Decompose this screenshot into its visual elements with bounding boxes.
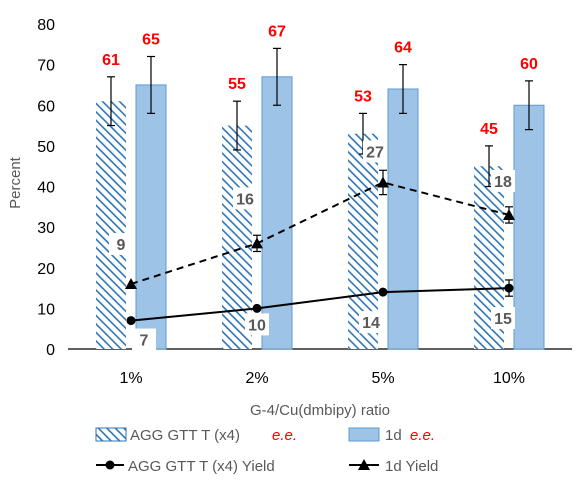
legend: AGG GTT T (x4) e.e. 1d e.e. AGG GTT T (x4) Y… bbox=[95, 427, 438, 475]
yield-data-label: 7 bbox=[140, 333, 149, 350]
yield-data-label: 9 bbox=[117, 237, 126, 254]
yield-label-box bbox=[359, 311, 383, 334]
x-tick-label: 1% bbox=[119, 370, 142, 387]
legend-label: 1d Yield bbox=[385, 458, 438, 475]
legend-label-ee: e.e. bbox=[410, 427, 435, 444]
y-tick-label: 70 bbox=[37, 58, 55, 75]
bar-solid bbox=[135, 84, 167, 350]
yield-line-dashed bbox=[130, 181, 510, 285]
y-tick-label: 0 bbox=[46, 342, 55, 359]
yield-point-circle bbox=[126, 316, 136, 326]
y-tick-label: 40 bbox=[37, 180, 55, 197]
yield-label-box bbox=[233, 187, 257, 210]
legend-marker-circle bbox=[105, 460, 115, 470]
bar-solid bbox=[513, 104, 545, 350]
x-tick-label: 5% bbox=[371, 370, 394, 387]
y-tick-label: 30 bbox=[37, 220, 55, 237]
y-tick-label: 50 bbox=[37, 139, 55, 156]
x-tick-label: 2% bbox=[245, 370, 268, 387]
bar-hatched bbox=[96, 101, 126, 349]
bar-data-label: 67 bbox=[268, 23, 286, 40]
yield-data-label: 27 bbox=[366, 144, 384, 161]
bar-data-label: 65 bbox=[142, 32, 160, 49]
legend-swatch-hatched bbox=[95, 427, 127, 442]
bar-data-label: 64 bbox=[394, 40, 412, 57]
yield-point-circle bbox=[504, 283, 514, 293]
yield-point-triangle bbox=[125, 278, 137, 289]
yield-point-triangle bbox=[503, 208, 515, 220]
bar-data-label: 55 bbox=[228, 76, 246, 93]
legend-label: AGG GTT T (x4) bbox=[130, 427, 240, 444]
bar-data-label: 61 bbox=[102, 52, 120, 69]
y-tick-label: 80 bbox=[37, 17, 55, 34]
x-tick-label: 10% bbox=[493, 370, 525, 387]
yield-label-box bbox=[363, 140, 387, 163]
bars bbox=[96, 47, 545, 350]
y-tick-label: 20 bbox=[37, 261, 55, 278]
yield-label-box bbox=[491, 307, 515, 330]
y-tick-label: 10 bbox=[37, 301, 55, 318]
yield-point-circle bbox=[252, 303, 262, 313]
bar-data-label: 53 bbox=[354, 88, 372, 105]
legend-label: AGG GTT T (x4) Yield bbox=[128, 458, 275, 475]
yield-label-box bbox=[132, 328, 156, 351]
bar-data-label: 45 bbox=[480, 121, 498, 138]
y-axis-title: Percent bbox=[7, 156, 24, 209]
yield-data-label: 18 bbox=[494, 174, 512, 191]
yield-line-solid bbox=[130, 287, 510, 322]
yield-data-label: 10 bbox=[248, 317, 266, 334]
lines bbox=[125, 169, 515, 326]
yield-label-box bbox=[245, 313, 269, 336]
y-tick-label: 60 bbox=[37, 98, 55, 115]
yield-data-label: 14 bbox=[362, 315, 380, 332]
yield-data-label: 15 bbox=[494, 311, 512, 328]
legend-swatch-solid bbox=[348, 427, 380, 442]
legend-marker-triangle bbox=[358, 459, 370, 470]
x-axis-title: G-4/Cu(dmbipy) ratio bbox=[250, 402, 390, 419]
bar-data-label: 60 bbox=[520, 56, 538, 73]
bar-solid bbox=[387, 88, 419, 350]
legend-label-ee: e.e. bbox=[272, 427, 297, 444]
yield-point-circle bbox=[378, 287, 388, 297]
yield-label-box bbox=[109, 233, 133, 255]
yield-data-label: 16 bbox=[236, 191, 254, 208]
yield-label-box bbox=[491, 169, 515, 192]
legend-label: 1d bbox=[385, 427, 402, 444]
labels: 61 55 53 45 65 67 64 60 7 10 14 15 9 16 27 18 bbox=[102, 23, 538, 351]
yield-point-triangle bbox=[251, 237, 263, 249]
yield-point-triangle bbox=[377, 176, 389, 188]
